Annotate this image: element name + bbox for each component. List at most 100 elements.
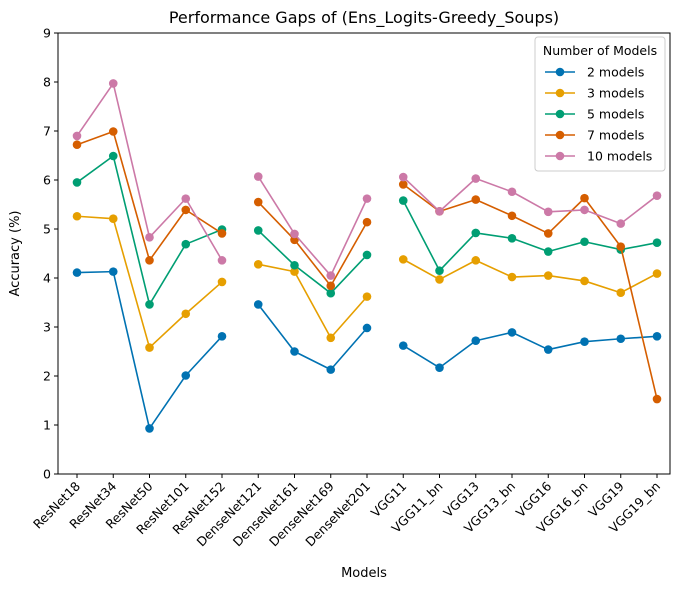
- legend-label: 2 models: [587, 65, 644, 80]
- legend-item: 10 models: [545, 149, 652, 164]
- legend-label: 7 models: [587, 128, 644, 143]
- data-point: [362, 217, 372, 227]
- data-point: [181, 371, 191, 380]
- series-line: [402, 176, 658, 225]
- data-point: [543, 229, 553, 238]
- data-point: [471, 336, 481, 346]
- data-point: [108, 127, 118, 136]
- data-point: [471, 228, 481, 238]
- series-line: [76, 155, 223, 306]
- x-tick-label: DenseNet201: [302, 479, 373, 550]
- data-point: [217, 332, 227, 341]
- data-point: [543, 345, 553, 354]
- data-point: [217, 277, 227, 287]
- data-point: [616, 288, 626, 298]
- legend-item: 3 models: [545, 86, 644, 101]
- data-point: [290, 267, 299, 276]
- series-10-models: [72, 79, 662, 280]
- data-point: [217, 229, 227, 238]
- data-point: [253, 226, 263, 235]
- data-point: [181, 309, 191, 319]
- data-point: [543, 207, 553, 217]
- series-line: [257, 201, 368, 287]
- y-tick-label: 7: [43, 124, 51, 139]
- data-point: [616, 219, 626, 228]
- data-point: [181, 239, 191, 249]
- legend-frame: [534, 36, 666, 172]
- y-tick-label: 1: [43, 418, 51, 433]
- series-line: [402, 258, 658, 294]
- data-point: [652, 394, 662, 404]
- data-point: [253, 259, 263, 269]
- series-3-models: [72, 211, 662, 352]
- data-point: [616, 242, 626, 251]
- series-line: [402, 200, 658, 272]
- data-point: [507, 187, 517, 197]
- data-point: [253, 300, 263, 309]
- data-point: [471, 256, 481, 265]
- data-point: [580, 193, 589, 203]
- data-point: [181, 205, 191, 215]
- data-point: [507, 272, 517, 282]
- data-point: [580, 337, 589, 347]
- plot-area: [72, 79, 662, 433]
- legend-item: 7 models: [545, 128, 644, 143]
- data-point: [145, 233, 154, 242]
- series-2-models: [72, 267, 662, 433]
- data-point: [507, 328, 517, 337]
- data-point: [362, 292, 372, 301]
- data-point: [362, 250, 372, 260]
- data-point: [471, 195, 481, 204]
- data-point: [398, 255, 408, 264]
- legend-marker: [555, 151, 565, 161]
- data-point: [398, 172, 408, 182]
- data-point: [507, 234, 517, 243]
- series-line: [257, 176, 368, 277]
- data-point: [435, 266, 444, 275]
- legend: Number of Models 2 models 3 models 5 model…: [534, 36, 666, 172]
- data-point: [326, 281, 336, 291]
- y-tick-label: 6: [43, 173, 51, 188]
- y-axis-label: Accuracy (%): [8, 211, 23, 297]
- data-point: [326, 365, 336, 374]
- series-line: [402, 331, 658, 369]
- data-point: [72, 268, 82, 277]
- data-point: [108, 79, 118, 88]
- data-point: [326, 288, 336, 298]
- data-point: [253, 172, 263, 181]
- legend-label: 10 models: [587, 149, 652, 164]
- data-point: [290, 260, 299, 270]
- data-point: [362, 194, 372, 203]
- legend-title: Number of Models: [543, 43, 657, 58]
- data-point: [580, 237, 589, 247]
- data-point: [217, 256, 227, 265]
- data-point: [398, 196, 408, 205]
- data-point: [290, 235, 299, 245]
- data-point: [253, 197, 263, 207]
- data-point: [181, 194, 191, 203]
- data-point: [507, 211, 517, 221]
- data-point: [435, 363, 444, 372]
- legend-label: 5 models: [587, 107, 644, 122]
- data-point: [471, 174, 481, 183]
- data-point: [543, 271, 553, 280]
- plot-frame: [57, 32, 671, 475]
- data-point: [580, 276, 589, 286]
- y-tick-label: 2: [43, 369, 51, 384]
- legend-items: 2 models 3 models 5 models 7 models 10 model…: [545, 65, 652, 164]
- legend-item: 5 models: [545, 107, 644, 122]
- data-point: [145, 300, 154, 309]
- x-axis-label: Models: [341, 566, 387, 581]
- legend-marker: [555, 130, 565, 140]
- data-point: [543, 247, 553, 256]
- series-line: [257, 303, 368, 371]
- data-point: [616, 334, 626, 344]
- chart-title: Performance Gaps of (Ens_Logits-Greedy_S…: [169, 8, 559, 28]
- y-tick-label: 8: [43, 75, 51, 90]
- data-point: [652, 269, 662, 278]
- data-point: [398, 180, 408, 189]
- data-point: [145, 424, 154, 433]
- data-point: [290, 229, 299, 239]
- data-point: [108, 214, 118, 224]
- series-5-models: [72, 151, 662, 309]
